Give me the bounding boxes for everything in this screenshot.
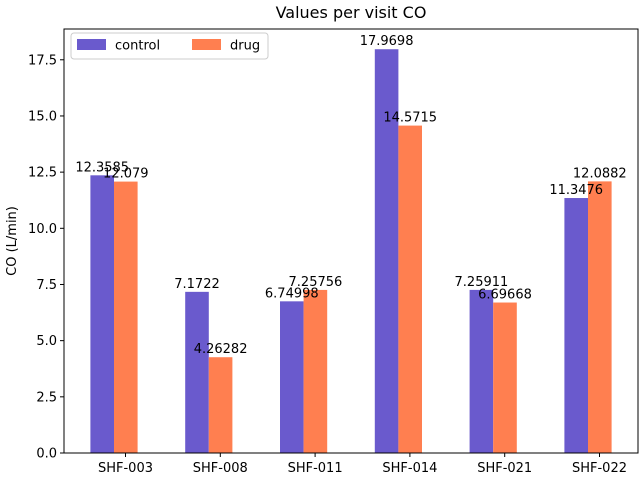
legend-label-control: control	[115, 39, 160, 54]
legend: control drug	[70, 32, 269, 60]
bar-value-label: 4.26282	[194, 342, 248, 357]
bars-group	[90, 49, 612, 453]
bar-value-label: 12.3585	[75, 160, 129, 175]
x-tick-label: SHF-014	[382, 461, 437, 476]
bar-value-label: 17.9698	[360, 34, 414, 49]
y-tick-label: 17.5	[28, 53, 57, 68]
y-tick-label: 10.0	[28, 222, 57, 237]
bar-control-SHF-008	[185, 291, 209, 453]
y-tick-label: 0.0	[36, 447, 57, 462]
bar-drug-SHF-021	[493, 302, 517, 453]
bar-control-SHF-022	[564, 198, 588, 453]
bar-value-label: 7.25911	[455, 275, 509, 290]
bar-value-label: 12.0882	[573, 166, 627, 181]
bar-value-label: 6.74998	[265, 286, 319, 301]
bar-control-SHF-003	[90, 175, 114, 453]
x-tick-label: SHF-021	[477, 461, 532, 476]
y-axis-label: CO (L/min)	[5, 206, 20, 276]
y-axis: 0.0 2.5 5.0 7.5 10.0 12.5 15.0 17.5	[28, 53, 64, 462]
chart-title: Values per visit CO	[276, 3, 427, 22]
bar-value-label: 7.25756	[289, 275, 343, 290]
bar-value-label: 7.1722	[174, 277, 220, 292]
bar-value-label: 12.079	[103, 167, 149, 182]
x-tick-label: SHF-011	[288, 461, 343, 476]
bar-drug-SHF-014	[398, 125, 422, 453]
x-tick-label: SHF-008	[193, 461, 248, 476]
bar-value-label: 6.69668	[478, 288, 532, 303]
y-tick-label: 5.0	[36, 334, 57, 349]
bar-value-label: 14.5715	[383, 111, 437, 126]
plot-frame	[63, 28, 639, 454]
x-tick-label: SHF-003	[98, 461, 153, 476]
x-axis: SHF-003 SHF-008 SHF-011 SHF-014 SHF-021 SHF-0…	[98, 453, 627, 476]
y-tick-label: 2.5	[36, 390, 57, 405]
bar-value-label: 11.3476	[549, 183, 603, 198]
bar-control-SHF-011	[280, 301, 304, 453]
bar-labels-group: 12.3585 7.1722 6.74998 17.9698 7.25911 11.347…	[75, 34, 626, 357]
bar-drug-SHF-008	[208, 357, 233, 453]
bar-drug-SHF-011	[303, 289, 328, 453]
y-tick-label: 12.5	[28, 166, 57, 181]
bar-drug-SHF-022	[588, 181, 612, 453]
y-tick-label: 15.0	[28, 109, 57, 124]
bar-control-SHF-021	[469, 289, 494, 453]
legend-label-drug: drug	[230, 39, 260, 54]
legend-swatch-control	[77, 39, 106, 50]
bar-drug-SHF-003	[114, 181, 138, 453]
y-tick-label: 7.5	[36, 278, 57, 293]
bar-control-SHF-014	[374, 49, 399, 453]
legend-swatch-drug	[192, 39, 221, 50]
x-tick-label: SHF-022	[572, 461, 627, 476]
